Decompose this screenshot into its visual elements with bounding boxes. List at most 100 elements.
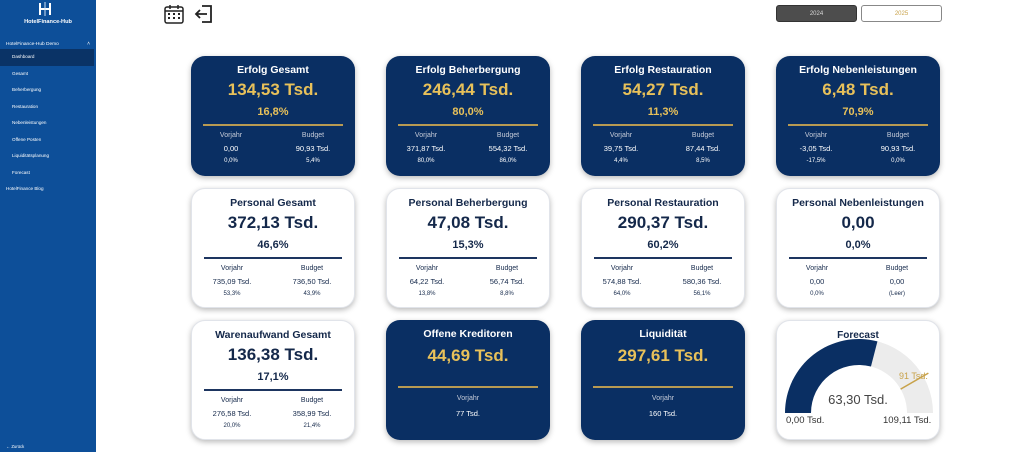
kpi-card-liquiditaet[interactable]: Liquidität 297,61 Tsd. Vorjahr 160 Tsd. bbox=[581, 320, 745, 440]
kpi-budget-percent: 43,9% bbox=[303, 291, 321, 297]
calendar-icon[interactable] bbox=[163, 3, 185, 25]
kpi-vorjahr-value: 735,09 Tsd. bbox=[212, 277, 252, 286]
kpi-percent: 46,6% bbox=[257, 239, 289, 251]
kpi-vorjahr-label: Vorjahr bbox=[804, 132, 828, 139]
kpi-vorjahr-percent: 0,0% bbox=[810, 291, 824, 297]
kpi-card-personal-nebenleistungen[interactable]: Personal Nebenleistungen 0,00 0,0% Vorjahr 0… bbox=[776, 188, 940, 308]
sidebar-item-nebenleistungen[interactable]: Nebenleistungen bbox=[12, 120, 47, 125]
kpi-value: 6,48 Tsd. bbox=[822, 80, 894, 99]
kpi-budget-percent: 56,1% bbox=[693, 291, 711, 297]
sidebar-item-blog[interactable]: HotelFinance Blog bbox=[6, 186, 44, 191]
kpi-percent: 11,3% bbox=[647, 106, 679, 118]
kpi-percent: 17,1% bbox=[257, 371, 289, 383]
kpi-card-erfolg-restauration[interactable]: Erfolg Restauration 54,27 Tsd. 11,3% Vorjah… bbox=[581, 56, 745, 176]
forecast-max-label: 109,11 Tsd. bbox=[883, 415, 932, 426]
kpi-vorjahr-label: Vorjahr bbox=[220, 397, 244, 404]
kpi-percent: 70,9% bbox=[842, 106, 874, 118]
kpi-budget-value: 87,44 Tsd. bbox=[685, 144, 721, 153]
kpi-vorjahr-label: Vorjahr bbox=[651, 395, 675, 402]
sidebar-item-liquiditaetsplanung[interactable]: Liquiditätsplanung bbox=[12, 153, 50, 158]
kpi-value: 47,08 Tsd. bbox=[427, 213, 509, 232]
sidebar-item-forecast[interactable]: Forecast bbox=[12, 169, 30, 175]
year-2024-button[interactable]: 2024 bbox=[776, 5, 857, 22]
kpi-vorjahr: Vorjahr 64,22 Tsd. 13,8% bbox=[397, 264, 457, 298]
kpi-title: Liquidität bbox=[639, 328, 687, 340]
kpi-title: Personal Beherbergung bbox=[408, 197, 528, 209]
kpi-percent: 16,8% bbox=[257, 106, 289, 118]
sidebar-item-gesamt[interactable]: Gesamt bbox=[12, 70, 29, 76]
nav-group-demo[interactable]: HotelFinance-Hub Demo ˄ bbox=[0, 40, 96, 49]
kpi-value: 54,27 Tsd. bbox=[622, 80, 704, 99]
kpi-vorjahr-percent: 53,3% bbox=[223, 291, 241, 297]
kpi-title: Erfolg Beherbergung bbox=[415, 64, 521, 76]
app-name: HotelFinance-Hub bbox=[24, 19, 72, 25]
kpi-value: 290,37 Tsd. bbox=[617, 213, 709, 232]
kpi-title: Personal Restauration bbox=[607, 197, 719, 209]
kpi-vorjahr: Vorjahr 735,09 Tsd. 53,3% bbox=[202, 264, 262, 298]
sidebar-item-offene-posten[interactable]: Offene Posten bbox=[12, 136, 42, 142]
back-link[interactable]: ← Zurück bbox=[6, 444, 24, 449]
kpi-title: Personal Nebenleistungen bbox=[792, 197, 924, 209]
kpi-card-personal-restauration[interactable]: Personal Restauration 290,37 Tsd. 60,2% Vor… bbox=[581, 188, 745, 308]
kpi-title: Offene Kreditoren bbox=[423, 328, 513, 340]
kpi-budget-label: Budget bbox=[690, 265, 714, 272]
kpi-value: 246,44 Tsd. bbox=[422, 80, 514, 99]
kpi-vorjahr-percent: 80,0% bbox=[417, 158, 435, 164]
logo: HotelFinance-Hub bbox=[0, 0, 96, 34]
kpi-card-erfolg-gesamt[interactable]: Erfolg Gesamt 134,53 Tsd. 16,8% Vorjahr 0,00… bbox=[191, 56, 355, 176]
kpi-value: 297,61 Tsd. bbox=[617, 346, 709, 365]
kpi-title: Personal Gesamt bbox=[230, 197, 316, 209]
kpi-budget-label: Budget bbox=[496, 132, 520, 139]
kpi-vorjahr: Vorjahr 276,58 Tsd. 20,0% bbox=[202, 396, 262, 430]
kpi-divider bbox=[789, 257, 927, 259]
kpi-vorjahr-label: Vorjahr bbox=[414, 132, 438, 139]
kpi-budget: Budget 90,93 Tsd. 5,4% bbox=[283, 131, 343, 165]
kpi-budget: Budget 736,50 Tsd. 43,9% bbox=[282, 264, 342, 298]
kpi-vorjahr-value: -3,05 Tsd. bbox=[799, 144, 833, 153]
sidebar-item-beherbergung[interactable]: Beherbergung bbox=[12, 87, 42, 92]
kpi-budget-label: Budget bbox=[691, 132, 715, 139]
kpi-vorjahr: Vorjahr 0,00 0,0% bbox=[201, 131, 261, 165]
kpi-vorjahr: Vorjahr -3,05 Tsd. -17,5% bbox=[786, 131, 846, 165]
kpi-card-personal-beherbergung[interactable]: Personal Beherbergung 47,08 Tsd. 15,3% Vorj… bbox=[386, 188, 550, 308]
kpi-vorjahr: Vorjahr 39,75 Tsd. 4,4% bbox=[591, 131, 651, 165]
exit-icon[interactable] bbox=[193, 3, 215, 25]
kpi-card-erfolg-beherbergung[interactable]: Erfolg Beherbergung 246,44 Tsd. 80,0% Vorja… bbox=[386, 56, 550, 176]
kpi-card-warenaufwand-gesamt[interactable]: Warenaufwand Gesamt 136,38 Tsd. 17,1% Vorja… bbox=[191, 320, 355, 440]
kpi-vorjahr-percent: 20,0% bbox=[223, 423, 241, 429]
kpi-percent: 60,2% bbox=[647, 239, 679, 251]
kpi-vorjahr: Vorjahr 0,00 0,0% bbox=[787, 264, 847, 298]
kpi-divider bbox=[398, 386, 538, 388]
kpi-vorjahr-label: Vorjahr bbox=[415, 265, 439, 272]
kpi-value: 134,53 Tsd. bbox=[227, 80, 319, 99]
kpi-title: Erfolg Restauration bbox=[614, 64, 712, 76]
kpi-budget-percent: 5,4% bbox=[306, 158, 320, 164]
kpi-vorjahr-value: 0,00 bbox=[223, 144, 239, 153]
sidebar-item-restauration[interactable]: Restauration bbox=[12, 103, 39, 109]
kpi-budget-percent: 8,8% bbox=[500, 291, 514, 297]
kpi-vorjahr-percent: -17,5% bbox=[806, 158, 826, 164]
kpi-card-offene-kreditoren[interactable]: Offene Kreditoren 44,69 Tsd. Vorjahr 77 … bbox=[386, 320, 550, 440]
kpi-percent: 0,0% bbox=[845, 239, 871, 251]
kpi-vorjahr-value: 39,75 Tsd. bbox=[603, 144, 639, 153]
kpi-title: Warenaufwand Gesamt bbox=[215, 329, 331, 341]
kpi-divider bbox=[593, 386, 733, 388]
kpi-value: 0,00 bbox=[841, 213, 875, 232]
kpi-budget-label: Budget bbox=[495, 265, 519, 272]
kpi-card-erfolg-nebenleistungen[interactable]: Erfolg Nebenleistungen 6,48 Tsd. 70,9% Vorj… bbox=[776, 56, 940, 176]
kpi-card-personal-gesamt[interactable]: Personal Gesamt 372,13 Tsd. 46,6% Vorjahr 73… bbox=[191, 188, 355, 308]
forecast-min-label: 0,00 Tsd. bbox=[786, 415, 825, 426]
kpi-vorjahr-label: Vorjahr bbox=[609, 132, 633, 139]
forecast-card[interactable]: Forecast 91 Tsd. 63,30 Tsd. 0,00 Tsd. 10… bbox=[776, 320, 940, 440]
back-label: Zurück bbox=[11, 444, 25, 449]
year-2025-button[interactable]: 2025 bbox=[861, 5, 942, 22]
kpi-percent: 80,0% bbox=[452, 106, 484, 118]
forecast-gauge bbox=[785, 339, 933, 413]
kpi-vorjahr-label: Vorjahr bbox=[610, 265, 634, 272]
sidebar-item-dashboard[interactable]: Dashboard bbox=[0, 49, 94, 66]
kpi-budget: Budget 0,00 (Leer) bbox=[867, 264, 927, 298]
kpi-budget-value: 736,50 Tsd. bbox=[292, 277, 332, 286]
kpi-budget: Budget 90,93 Tsd. 0,0% bbox=[868, 131, 928, 165]
kpi-budget-label: Budget bbox=[885, 265, 909, 272]
kpi-vorjahr: Vorjahr 371,87 Tsd. 80,0% bbox=[396, 131, 456, 165]
